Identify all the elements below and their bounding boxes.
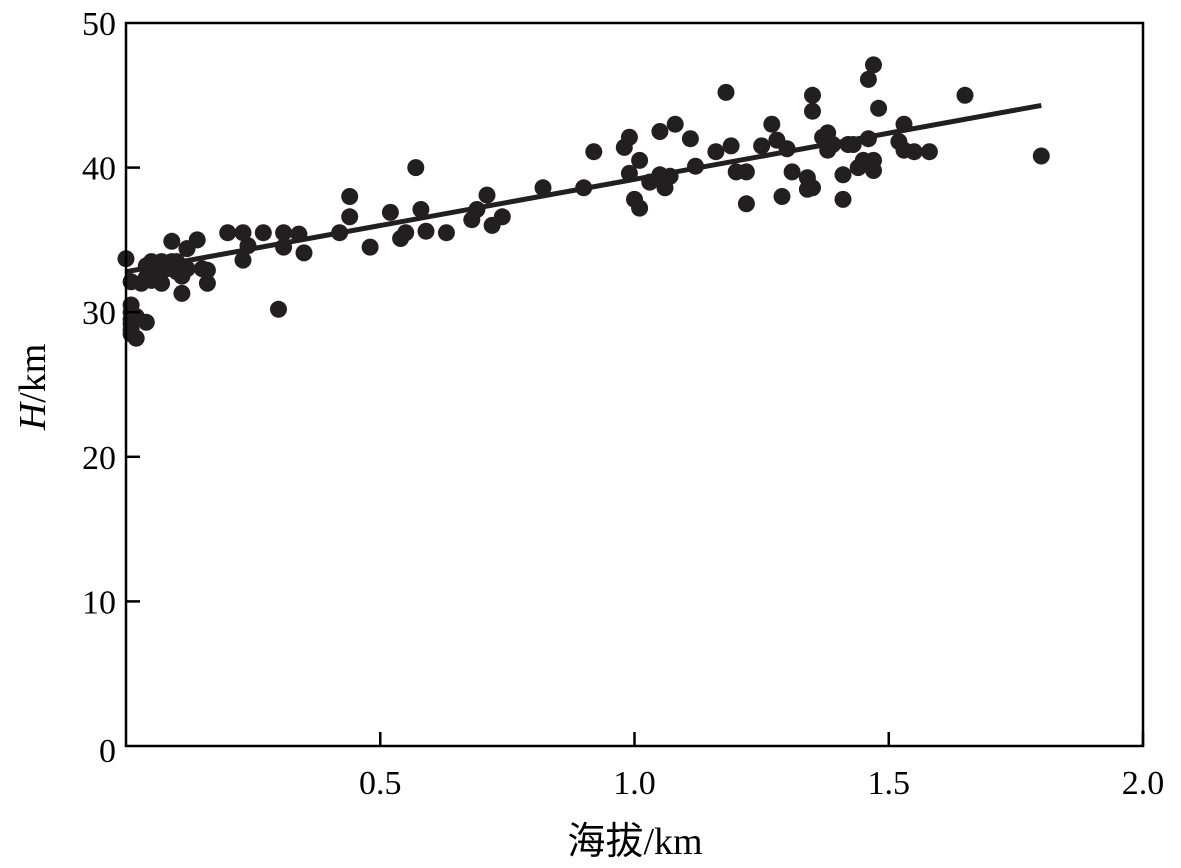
data-point <box>534 179 552 197</box>
data-point <box>407 159 425 177</box>
data-point <box>834 166 852 184</box>
data-point <box>412 201 430 218</box>
data-point <box>437 224 455 242</box>
data-point <box>295 244 313 262</box>
y-axis-title-unit: /km <box>12 344 54 403</box>
data-point <box>127 329 145 347</box>
y-tick-label: 20 <box>82 440 116 477</box>
data-point <box>753 137 771 155</box>
data-point <box>1032 147 1050 165</box>
data-point <box>585 143 603 161</box>
data-point <box>737 163 755 181</box>
x-axis-title-unit: /km <box>643 821 702 863</box>
data-point <box>361 238 379 256</box>
data-point <box>188 231 206 249</box>
x-tick-label: 0.5 <box>359 765 402 802</box>
y-axis-title: H/km <box>12 344 54 432</box>
data-point <box>137 313 155 331</box>
y-axis: 0 10 20 30 40 50 <box>82 6 140 770</box>
data-point <box>493 208 511 226</box>
regression-line <box>125 102 1042 275</box>
data-point <box>198 261 216 279</box>
y-tick-label: 40 <box>82 151 116 188</box>
data-point <box>737 195 755 213</box>
data-point <box>219 224 237 242</box>
data-point <box>341 188 359 205</box>
x-axis-title-prefix: 海拔 <box>567 821 643 863</box>
data-point <box>763 115 781 133</box>
data-point <box>865 162 882 179</box>
data-point <box>381 203 399 221</box>
data-point <box>341 208 359 226</box>
data-point <box>631 151 649 169</box>
data-point <box>153 274 171 292</box>
data-point <box>651 123 669 140</box>
data-point <box>834 190 852 208</box>
data-point <box>681 130 699 148</box>
data-point <box>478 186 496 204</box>
data-point <box>620 128 638 146</box>
data-point <box>905 143 923 161</box>
x-tick-label: 1.0 <box>613 765 656 802</box>
data-point <box>631 199 649 217</box>
x-tick-label: 2.0 <box>1122 765 1165 802</box>
data-point <box>254 224 272 242</box>
data-point <box>163 232 181 250</box>
data-point <box>417 222 435 240</box>
y-tick-label: 10 <box>82 584 116 621</box>
x-axis-title: 海拔/km <box>567 821 702 863</box>
data-point <box>666 115 684 133</box>
data-point <box>234 224 252 242</box>
data-point <box>397 224 415 242</box>
data-point <box>956 86 974 104</box>
data-point <box>717 83 735 101</box>
data-point <box>270 300 287 318</box>
data-point <box>920 143 938 161</box>
y-tick-label: 30 <box>82 295 116 332</box>
data-point <box>773 188 791 205</box>
x-tick-label: 1.5 <box>868 765 911 802</box>
data-point <box>804 179 821 197</box>
data-point <box>783 163 801 181</box>
data-point <box>198 274 216 292</box>
y-tick-label: 50 <box>82 6 116 43</box>
y-tick-label: 0 <box>99 733 116 770</box>
data-point <box>178 260 196 278</box>
data-point <box>707 143 725 161</box>
y-axis-title-variable: H <box>12 400 54 431</box>
data-point <box>859 70 877 88</box>
data-points <box>117 56 1050 347</box>
data-point <box>234 251 252 269</box>
x-axis: 0.5 1.0 1.5 2.0 <box>359 732 1164 802</box>
data-point <box>173 284 191 302</box>
data-point <box>804 102 821 120</box>
data-point <box>865 56 882 74</box>
data-point <box>275 224 293 242</box>
data-point <box>804 86 821 104</box>
data-point <box>870 99 888 117</box>
data-point <box>722 137 740 155</box>
